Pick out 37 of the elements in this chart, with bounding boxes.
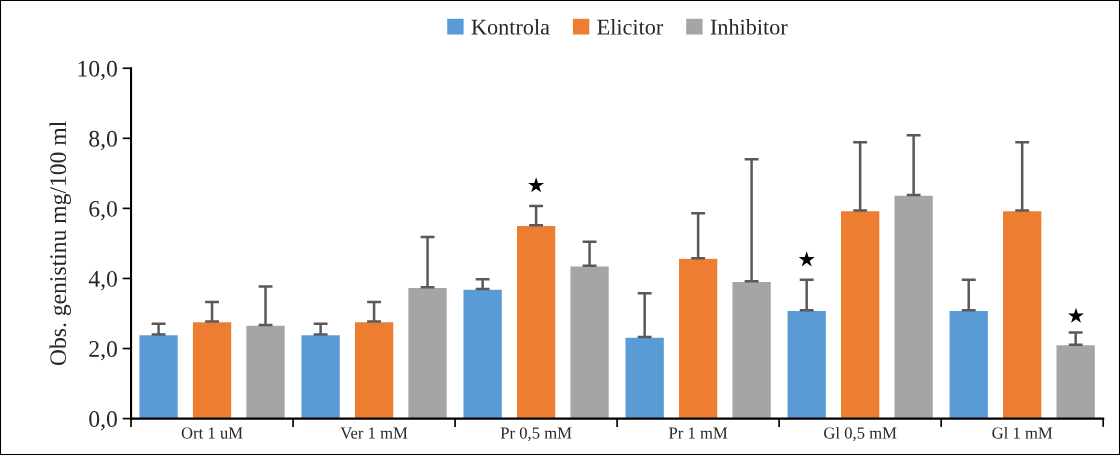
x-tick-label: Ver 1 mM [340, 427, 408, 439]
annotation: ★ [528, 177, 545, 193]
bar [948, 309, 990, 419]
annotation: ★ [798, 251, 815, 267]
x-tick-label: Gl 0,5 mM [824, 426, 897, 442]
bar [569, 265, 611, 419]
x-tick-label: Pr 1 mM [668, 427, 728, 439]
y-tick-label: 0,0 [89, 411, 117, 431]
bar [244, 324, 287, 419]
annotation: ★ [1067, 307, 1084, 323]
bar [1055, 343, 1097, 419]
y-axis-title: Obs. genistinu mg/100 ml [49, 121, 71, 366]
bar [407, 286, 449, 419]
legend-label: Inhibitor [710, 18, 788, 35]
bar [1001, 209, 1043, 419]
y-tick-label: 4,0 [88, 270, 117, 291]
x-tick-label: Pr 0,5 mM [500, 427, 572, 442]
y-tick-label: 10,0 [78, 60, 117, 81]
bar [677, 257, 719, 419]
y-tick-label: 2,0 [89, 341, 117, 361]
bar [300, 333, 342, 419]
y-tick-label: 6,0 [89, 200, 117, 221]
bar [515, 224, 557, 419]
y-tick-label: 8,0 [89, 130, 117, 151]
bar [138, 333, 180, 419]
bar [191, 320, 233, 419]
bar [893, 194, 935, 419]
x-tick-label: Ort 1 uM [181, 427, 243, 439]
legend-label: Kontrola [471, 18, 550, 35]
x-tick-label: Gl 1 mM [992, 426, 1053, 439]
bar [731, 280, 773, 419]
bar [462, 288, 504, 419]
bar [353, 320, 395, 419]
bar [786, 309, 828, 419]
legend-label: Elicitor [597, 18, 664, 35]
bar [624, 336, 666, 419]
bar [839, 209, 881, 419]
